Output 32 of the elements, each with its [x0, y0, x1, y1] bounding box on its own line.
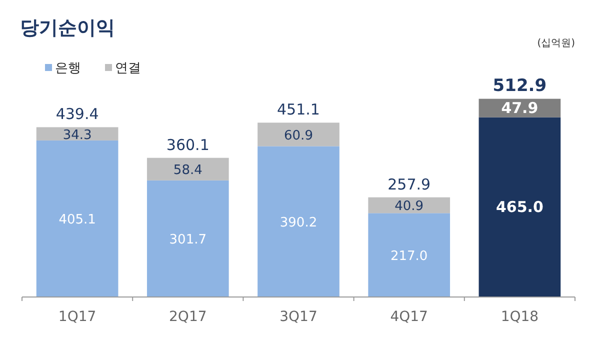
- bar: [368, 213, 450, 297]
- bar: [478, 117, 561, 297]
- text: (십억원): [537, 38, 576, 49]
- total-label: 439.4: [56, 105, 99, 124]
- x-tick-label: 4Q17: [390, 309, 428, 325]
- bar: [36, 127, 118, 140]
- x-tick-label: 3Q17: [280, 309, 318, 325]
- data-label: 40.9: [394, 199, 424, 214]
- chart-title: 당기순이익: [20, 17, 115, 39]
- data-label: 58.4: [173, 163, 202, 178]
- bar: [146, 180, 229, 297]
- bar: [146, 158, 229, 180]
- data-label: 301.7: [169, 232, 207, 248]
- x-tick-label: 1Q17: [58, 309, 96, 325]
- total-label: 257.9: [388, 175, 431, 194]
- x-tick-label: 2Q17: [169, 309, 207, 325]
- data-label: 465.0: [496, 198, 544, 216]
- total-label: 360.1: [166, 136, 210, 154]
- legend-label: 연결: [115, 61, 141, 76]
- bar: [36, 140, 118, 297]
- x-tick-label: 1Q18: [500, 309, 539, 325]
- data-label: 405.1: [58, 212, 96, 228]
- total-label: 451.1: [277, 100, 320, 119]
- data-label: 34.3: [62, 128, 92, 143]
- data-label: 390.2: [280, 216, 318, 231]
- legend-label: 은행: [55, 61, 81, 76]
- data-label: 217.0: [390, 249, 428, 264]
- bar: [258, 146, 340, 297]
- bar: [258, 122, 340, 146]
- total-label: 512.9: [492, 76, 547, 96]
- data-label: 60.9: [284, 128, 313, 144]
- data-label: 47.9: [501, 99, 538, 118]
